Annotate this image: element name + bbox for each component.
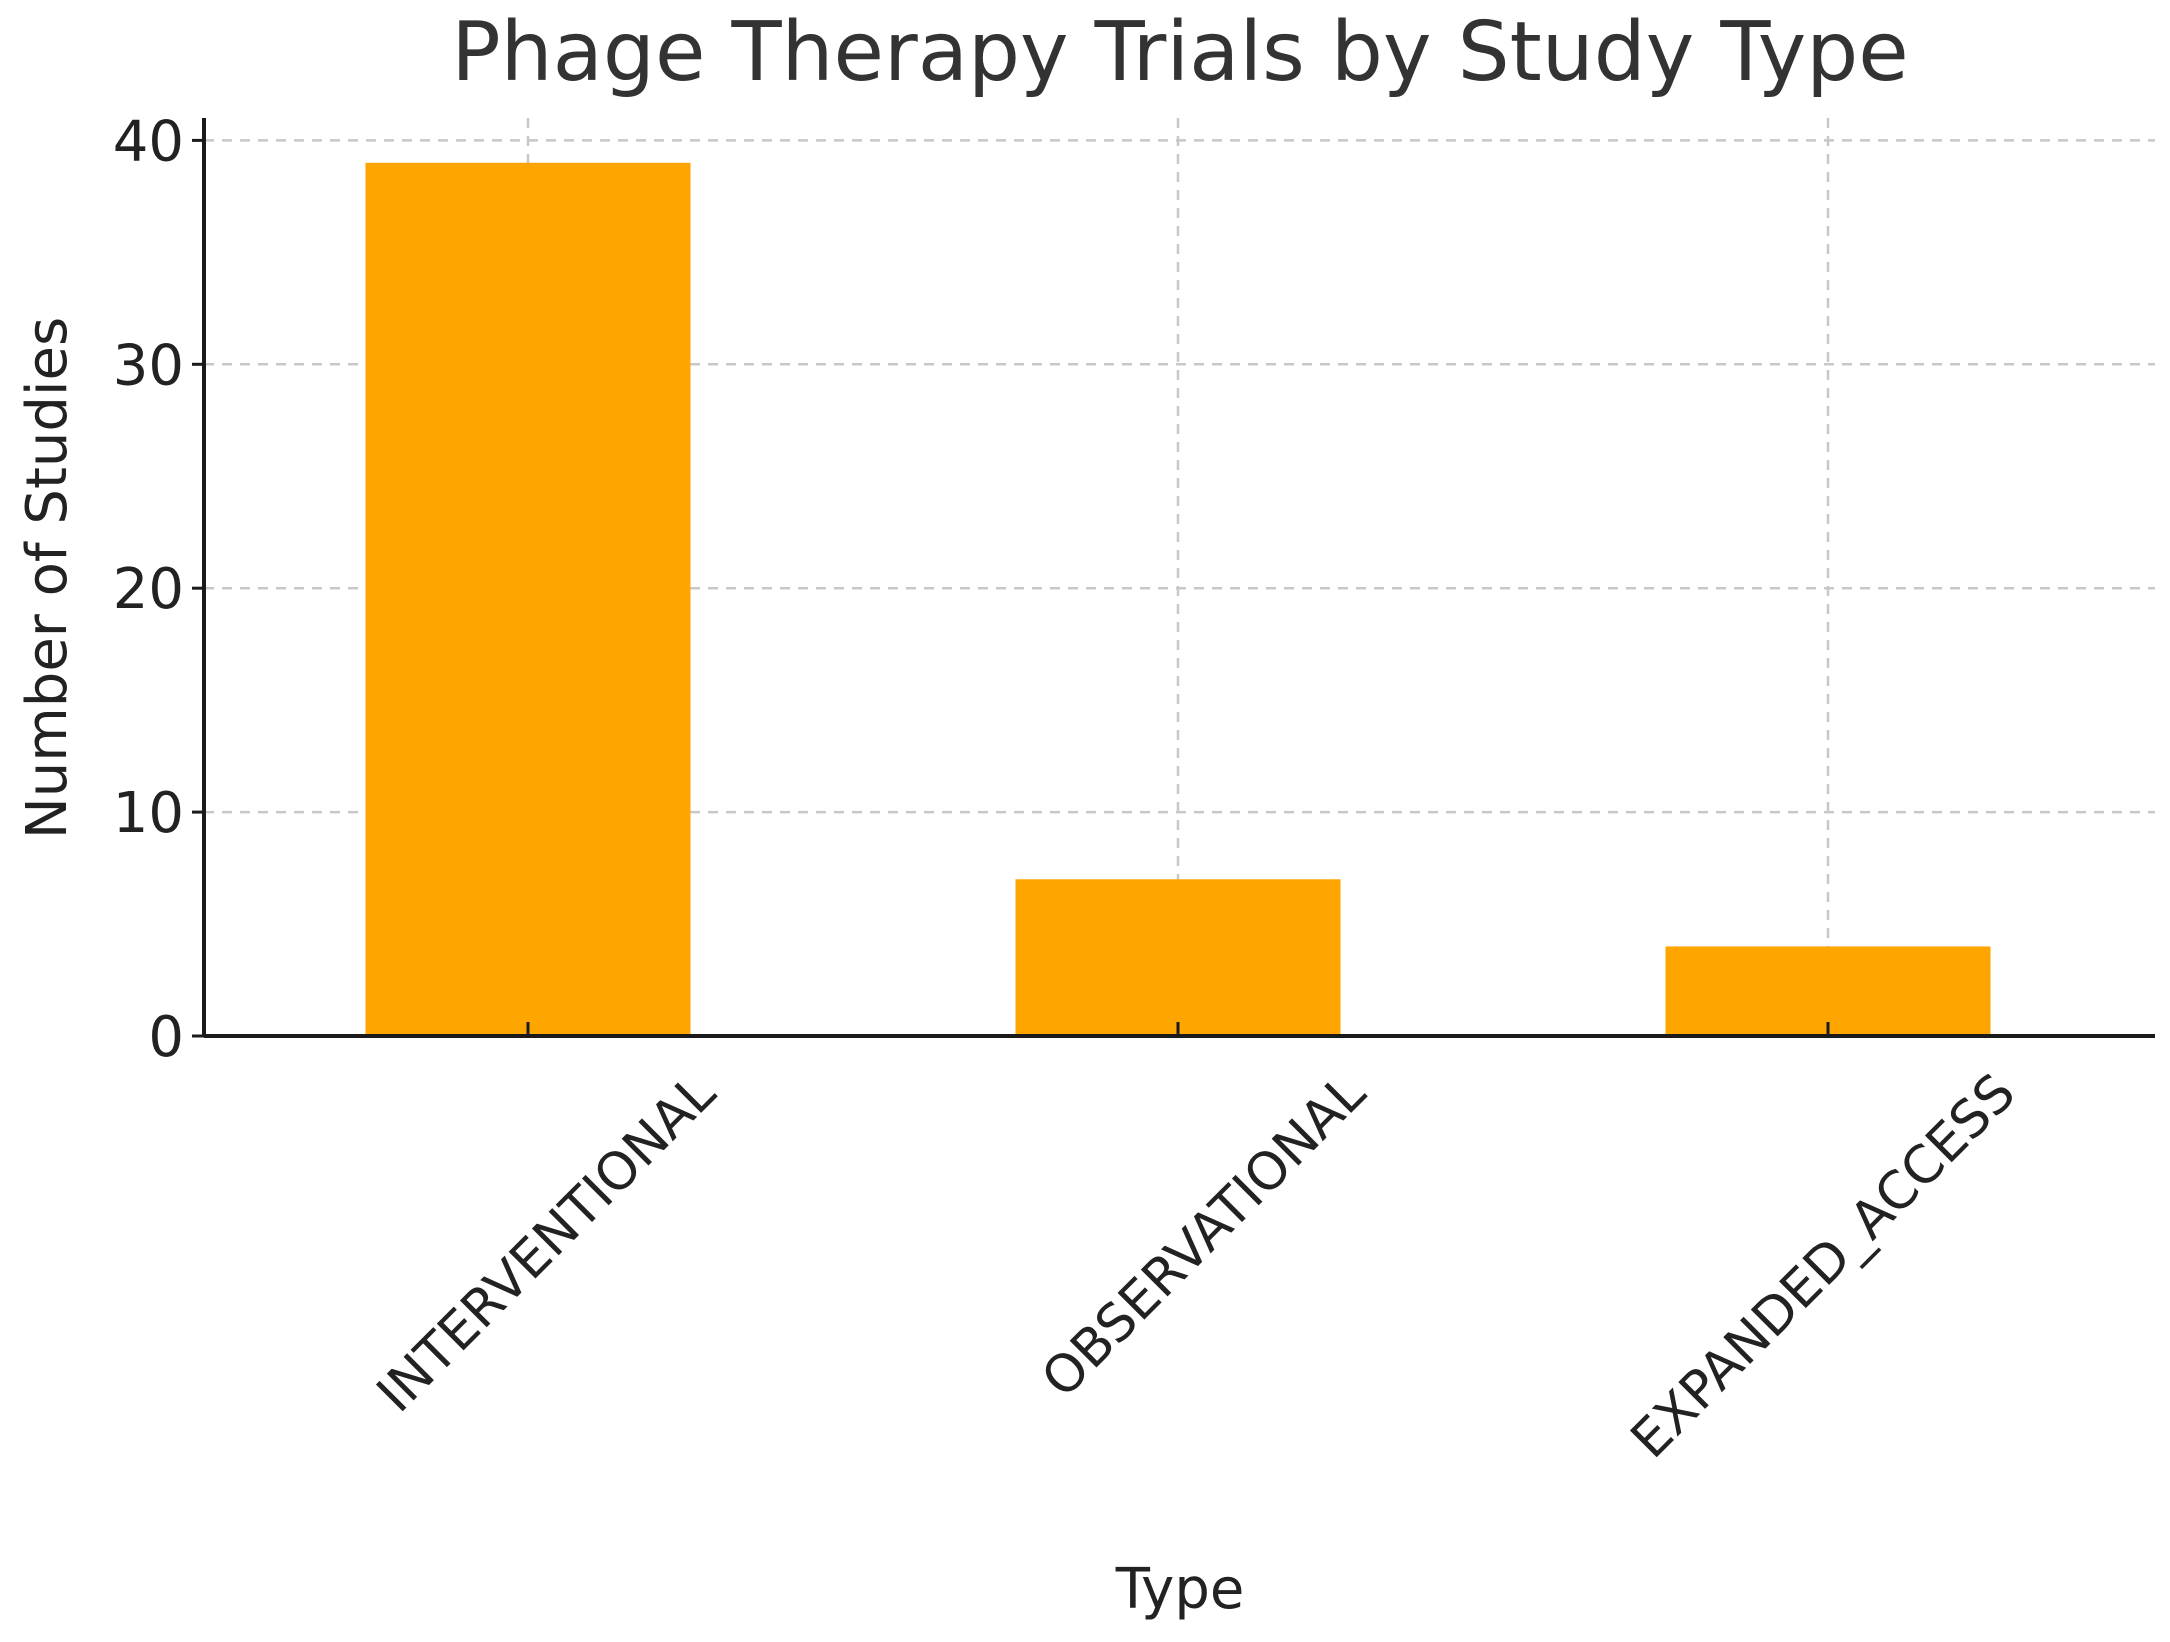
y-tick-label: 0 — [148, 1005, 184, 1070]
y-axis-label: Number of Studies — [15, 317, 80, 839]
bar-observational — [1015, 879, 1341, 1036]
chart-title: Phage Therapy Trials by Study Type — [451, 5, 1909, 100]
y-tick-label: 40 — [113, 109, 184, 174]
bars — [365, 162, 1991, 1036]
y-tick-label: 20 — [113, 557, 184, 622]
bar-expanded-access — [1665, 946, 1991, 1036]
x-axis-label: Type — [1115, 1557, 1245, 1622]
y-tick-label: 30 — [113, 333, 184, 398]
x-tick-label: OBSERVATIONAL — [1031, 1063, 1378, 1410]
y-tick-label: 10 — [113, 781, 184, 846]
y-ticks: 0 10 20 30 40 — [113, 109, 204, 1070]
bar-interventional — [365, 162, 691, 1036]
x-tick-label: INTERVENTIONAL — [366, 1063, 727, 1424]
x-ticks: INTERVENTIONAL OBSERVATIONAL EXPANDED_ACCE… — [366, 1022, 2027, 1470]
x-tick-label: EXPANDED_ACCESS — [1620, 1063, 2027, 1470]
